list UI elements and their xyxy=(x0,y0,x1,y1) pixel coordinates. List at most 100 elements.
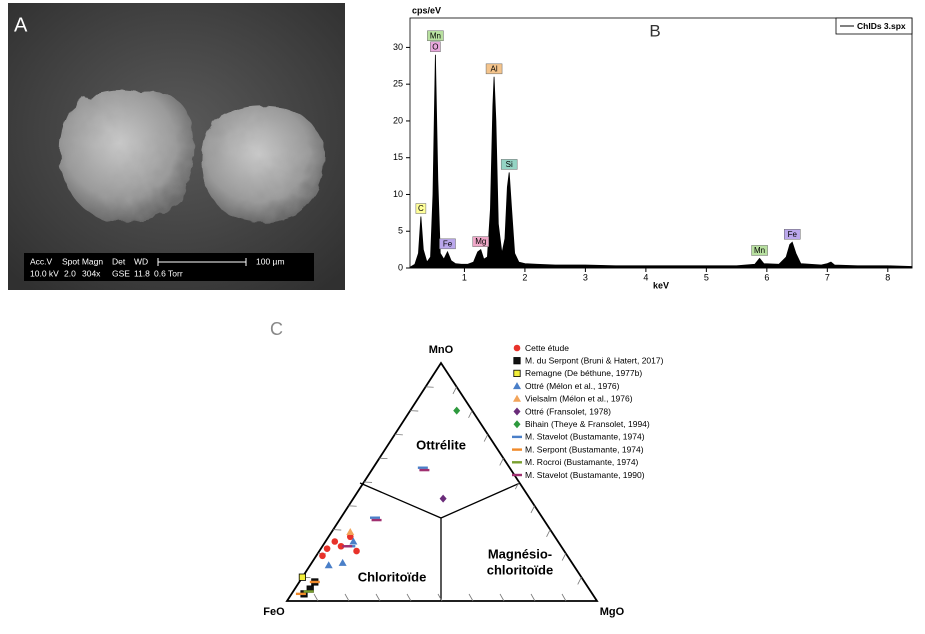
legend-marker xyxy=(512,473,522,477)
x-tick-label: 5 xyxy=(704,272,709,282)
edge-tick xyxy=(561,553,567,561)
legend-marker xyxy=(512,448,522,451)
info-text: 2.0 xyxy=(64,268,76,278)
x-tick-label: 3 xyxy=(583,272,588,282)
edge-tick xyxy=(375,593,381,602)
legend-label: Remagne (De béthune, 1977b) xyxy=(525,368,642,378)
field-label: Ottrélite xyxy=(416,437,466,452)
y-tick-label: 30 xyxy=(393,42,403,52)
scale-label: 100 µm xyxy=(256,256,285,266)
y-tick-label: 15 xyxy=(393,152,403,162)
spectrum xyxy=(409,54,913,269)
field-label: Chloritoïde xyxy=(358,569,427,584)
legend-marker xyxy=(512,461,522,464)
peak-label-box xyxy=(500,159,518,170)
point xyxy=(370,516,380,519)
info-text: Det xyxy=(112,256,126,266)
edge-tick xyxy=(499,593,505,602)
x-tick-label: 7 xyxy=(825,272,830,282)
legend-label: M. Stavelot (Bustamante, 1974) xyxy=(525,432,645,442)
legend-marker xyxy=(513,357,521,365)
panel-label: C xyxy=(270,319,283,339)
legend-marker xyxy=(513,369,521,378)
peak-label-box xyxy=(430,41,441,53)
edge-tick xyxy=(530,505,535,514)
edge-tick xyxy=(406,593,412,602)
peak-label-box xyxy=(439,238,456,250)
particle xyxy=(59,90,194,222)
info-text: GSE xyxy=(112,268,130,278)
info-text: 10.0 kV xyxy=(30,268,59,278)
panel-label: A xyxy=(14,14,28,36)
edge-tick xyxy=(483,434,489,442)
peak-label: Mg xyxy=(475,237,486,246)
peak-label: Fe xyxy=(443,239,453,248)
peak-label: Fe xyxy=(788,230,798,239)
peak-label: O xyxy=(432,42,438,51)
peak-label: Si xyxy=(506,160,513,169)
point xyxy=(337,542,345,550)
plot-frame xyxy=(409,17,913,269)
point xyxy=(439,494,447,503)
peak-label: Mn xyxy=(430,31,441,40)
y-tick-label: 5 xyxy=(398,226,403,236)
y-tick-label: 25 xyxy=(393,79,403,89)
legend-box xyxy=(835,17,913,35)
point xyxy=(346,533,354,541)
legend-marker xyxy=(513,344,521,352)
point xyxy=(371,518,382,522)
peak-label: C xyxy=(418,204,424,213)
peak-label: Al xyxy=(491,64,498,73)
legend-marker xyxy=(513,382,521,390)
info-text: 0.6 Torr xyxy=(154,268,183,278)
y-axis-label: cps/eV xyxy=(412,5,441,15)
scale-bar xyxy=(157,258,247,266)
point xyxy=(419,468,430,472)
info-bar xyxy=(24,253,314,281)
x-tick-label: 1 xyxy=(462,272,467,282)
point xyxy=(331,538,339,545)
panel-label: B xyxy=(649,21,660,40)
point xyxy=(298,573,307,581)
legend-label: Ottré (Fransolet, 1978) xyxy=(525,406,611,416)
info-text: Spot Magn xyxy=(62,256,103,266)
y-tick-label: 10 xyxy=(393,189,403,199)
point xyxy=(319,552,326,560)
edge-tick xyxy=(577,577,582,585)
edge-tick xyxy=(468,593,474,602)
y-tick-label: 0 xyxy=(398,262,403,272)
legend-label: M. Stavelot (Bustamante, 1990) xyxy=(525,470,645,480)
point xyxy=(303,590,314,593)
peak-label-box xyxy=(415,203,427,214)
edge-tick xyxy=(344,593,350,602)
x-tick-label: 4 xyxy=(643,272,648,282)
info-text: 11.8 xyxy=(134,268,150,278)
point xyxy=(323,545,331,552)
x-tick-label: 6 xyxy=(764,272,769,282)
legend-label: M. Rocroi (Bustamante, 1974) xyxy=(525,457,639,467)
point xyxy=(338,558,347,566)
info-text: 304x xyxy=(82,268,101,278)
point xyxy=(453,406,461,415)
y-tick-label: 20 xyxy=(393,115,403,125)
legend-label: Vielsalm (Mélon et al., 1976) xyxy=(525,394,633,404)
vertex-label: FeO xyxy=(263,606,285,618)
x-tick-label: 2 xyxy=(522,272,527,282)
peak-label-box xyxy=(485,63,503,75)
legend-label: Cette étude xyxy=(525,343,569,353)
edge-tick xyxy=(514,481,520,490)
field-label: chloritoïde xyxy=(487,562,553,577)
point xyxy=(295,592,306,596)
sem-panel: A Acc.V Spot Magn Det WD 10.0 kV 2.0 304… xyxy=(8,3,345,290)
peak-label: Mn xyxy=(754,246,765,255)
edge-tick xyxy=(437,593,443,602)
edge-tick xyxy=(468,410,473,418)
info-text: Acc.V xyxy=(30,256,53,266)
legend-marker xyxy=(512,435,522,439)
x-tick-label: 8 xyxy=(885,272,890,282)
edge-tick xyxy=(530,593,536,602)
point xyxy=(353,547,360,555)
legend-label: M. Serpont (Bustamante, 1974) xyxy=(525,444,644,454)
legend-label: Bihain (Theye & Fransolet, 1994) xyxy=(525,419,650,429)
